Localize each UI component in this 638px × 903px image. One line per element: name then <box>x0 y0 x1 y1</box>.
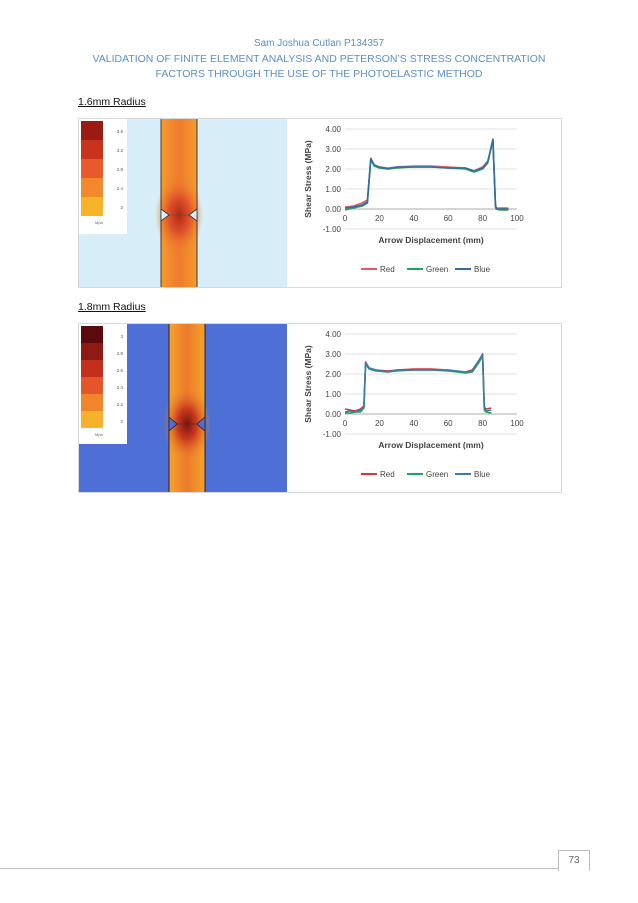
x-tick-label: 100 <box>510 214 524 223</box>
fe-contour-image: 3 2.8 2.6 2.4 2.2 2 Mpa <box>79 324 287 492</box>
chart-panel-1: 4.00 3.00 2.00 1.00 0.00 -1.00 0 20 40 60 80 100 Arr… <box>289 119 561 287</box>
y-tick-label: -1.00 <box>323 225 342 234</box>
footer-rule <box>0 868 560 869</box>
y-tick-label: 4.00 <box>325 125 341 134</box>
legend-swatch <box>81 326 103 343</box>
fe-legend: 3.6 3.2 2.8 2.4 2 Mpa <box>81 121 123 225</box>
legend-label-blue: Blue <box>474 470 491 479</box>
shear-stress-chart-2: 4.00 3.00 2.00 1.00 0.00 -1.000 20 40 60 80 100 Arr… <box>303 330 524 479</box>
shear-stress-chart-1: 4.00 3.00 2.00 1.00 0.00 -1.000 20 40 60 80 100 Arr… <box>303 125 524 274</box>
x-tick-label: 80 <box>478 214 487 223</box>
x-tick-label: 100 <box>510 419 524 428</box>
header-author: Sam Joshua Cutlan P134357 <box>253 38 385 49</box>
y-tick-label: 3.00 <box>325 145 341 154</box>
chart-panel-2: 4.00 3.00 2.00 1.00 0.00 -1.00 0 20 40 60 80 100 Arr… <box>289 324 561 492</box>
legend-swatch <box>81 343 103 360</box>
legend-value: 2.6 <box>117 368 124 373</box>
legend-value: 2 <box>120 205 123 210</box>
fe-notch-left <box>168 416 178 432</box>
legend-swatch <box>81 377 103 394</box>
x-axis-label: Arrow Displacement (mm) <box>378 440 483 450</box>
legend-unit: Mpa <box>95 432 104 437</box>
y-tick-label: 1.00 <box>325 390 341 399</box>
y-tick-label: 2.00 <box>325 370 341 379</box>
legend-unit: Mpa <box>95 220 104 225</box>
y-tick-label: 4.00 <box>325 330 341 339</box>
series-line-blue <box>344 354 492 413</box>
legend-swatch <box>81 178 103 197</box>
x-tick-label: 20 <box>375 214 384 223</box>
series-line-blue <box>344 138 509 210</box>
legend-swatch <box>81 197 103 216</box>
y-tick-label: 1.00 <box>325 185 341 194</box>
y-axis-label: Shear Stress (MPa) <box>303 345 313 423</box>
legend-swatch <box>81 121 103 140</box>
fe-notch-right <box>196 416 206 432</box>
section-label-2: 1.8mm Radius <box>78 301 146 313</box>
legend-swatch <box>81 411 103 428</box>
y-tick-label: 2.00 <box>325 165 341 174</box>
y-axis-label: Shear Stress (MPa) <box>303 140 313 218</box>
legend-value: 3 <box>120 334 123 339</box>
header-title: VALIDATION OF FINITE ELEMENT ANALYSIS AN… <box>92 53 546 80</box>
y-tick-label: -1.00 <box>323 430 342 439</box>
fe-contour-svg: 3.6 3.2 2.8 2.4 2 Mpa <box>79 119 287 287</box>
x-tick-label: 40 <box>409 419 418 428</box>
fe-notch-left <box>160 208 170 222</box>
legend-label-green: Green <box>426 265 448 274</box>
legend-value: 2.8 <box>117 167 124 172</box>
x-tick-label: 20 <box>375 419 384 428</box>
legend-label-red: Red <box>380 265 395 274</box>
page-number: 73 <box>558 850 590 871</box>
legend-swatch <box>81 159 103 178</box>
x-axis-label: Arrow Displacement (mm) <box>378 235 483 245</box>
legend-value: 2.2 <box>117 402 124 407</box>
legend-label-green: Green <box>426 470 448 479</box>
legend-swatch <box>81 360 103 377</box>
fe-contour-svg: 3 2.8 2.6 2.4 2.2 2 Mpa <box>79 324 287 492</box>
x-tick-label: 60 <box>444 214 453 223</box>
x-tick-label: 80 <box>478 419 487 428</box>
x-tick-label: 60 <box>444 419 453 428</box>
legend-value: 3.6 <box>117 129 124 134</box>
legend-value: 2.4 <box>117 385 124 390</box>
y-tick-label: 3.00 <box>325 350 341 359</box>
legend-label-blue: Blue <box>474 265 491 274</box>
x-tick-label: 0 <box>343 419 348 428</box>
y-tick-label: 0.00 <box>325 205 341 214</box>
legend-value: 3.2 <box>117 148 124 153</box>
legend-swatch <box>81 394 103 411</box>
fe-legend: 3 2.8 2.6 2.4 2.2 2 Mpa <box>81 326 123 437</box>
figure-1-8mm: 3 2.8 2.6 2.4 2.2 2 Mpa 4.00 3.00 2.00 1.00 0.00 -1… <box>78 323 562 493</box>
x-tick-label: 0 <box>343 214 348 223</box>
legend-value: 2.8 <box>117 351 124 356</box>
figure-1-6mm: 3.6 3.2 2.8 2.4 2 Mpa 4.00 3.00 2.00 1.00 0.00 -1.… <box>78 118 562 288</box>
series-line-red <box>344 353 492 412</box>
x-tick-label: 40 <box>409 214 418 223</box>
legend-value: 2.4 <box>117 186 124 191</box>
fe-contour-image: 3.6 3.2 2.8 2.4 2 Mpa <box>79 119 287 287</box>
y-tick-label: 0.00 <box>325 410 341 419</box>
fe-notch-right <box>188 208 198 222</box>
legend-value: 2 <box>120 419 123 424</box>
section-label-1: 1.6mm Radius <box>78 96 146 108</box>
legend-swatch <box>81 140 103 159</box>
legend-label-red: Red <box>380 470 395 479</box>
